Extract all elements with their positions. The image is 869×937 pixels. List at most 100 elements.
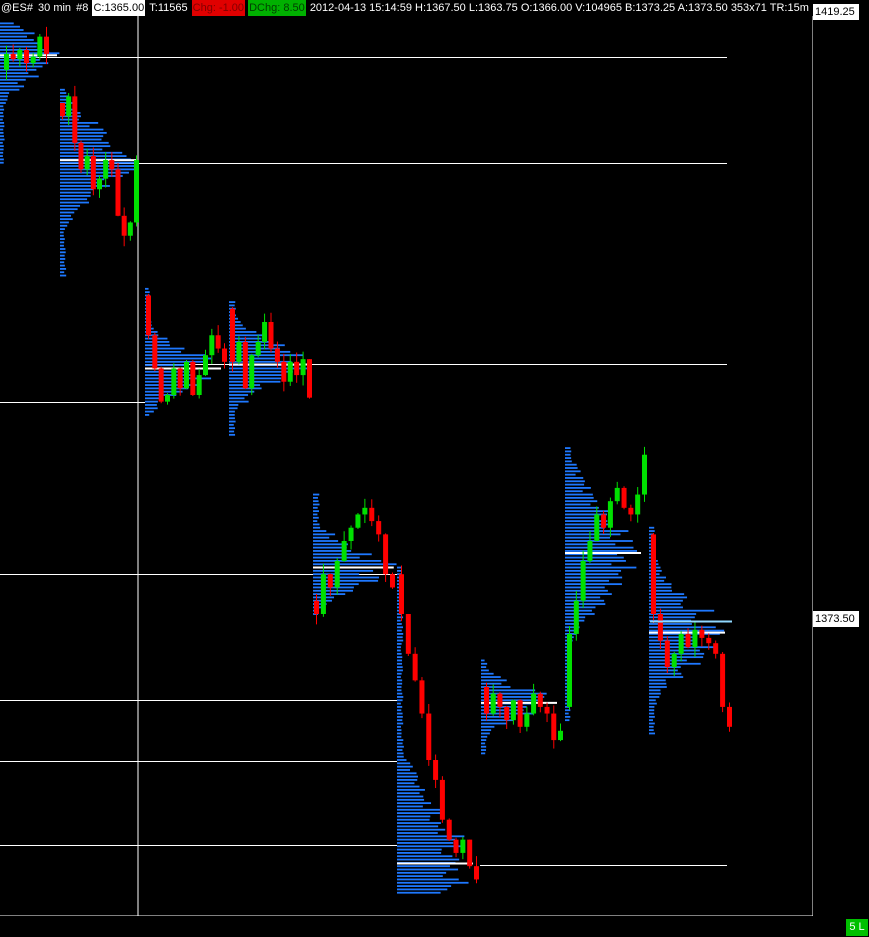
profile-bar xyxy=(397,855,453,858)
profile-bar xyxy=(313,513,318,516)
profile-bar xyxy=(60,161,135,164)
profile-bar xyxy=(397,666,403,668)
profile-bar xyxy=(229,404,239,406)
profile-bar xyxy=(397,742,403,745)
profile-bar xyxy=(565,603,606,605)
profile-bar xyxy=(313,506,318,509)
profile-bar xyxy=(397,623,402,625)
profile-bar xyxy=(60,231,64,234)
candle-body xyxy=(558,730,563,741)
profile-bar xyxy=(565,473,576,476)
candle-body xyxy=(713,643,719,654)
profile-bar xyxy=(397,822,441,824)
profile-bar xyxy=(313,603,327,605)
profile-bar xyxy=(649,699,656,702)
profile-bar xyxy=(145,370,190,373)
candle-body xyxy=(607,501,613,528)
candle-body xyxy=(537,693,543,707)
candle-body xyxy=(165,395,170,402)
profile-bar xyxy=(397,669,403,672)
price-chart[interactable]: 1352.001354.001356.001358.001360.001362.… xyxy=(0,0,813,916)
profile-bar xyxy=(145,400,158,403)
profile-bar xyxy=(397,835,465,838)
profile-bar xyxy=(397,566,402,569)
candle-body xyxy=(334,560,340,588)
profile-bar xyxy=(0,155,3,157)
profile-bar xyxy=(397,858,460,861)
chart-header: @ES# 30 min #8 C:1365.00 T:11565 Chg: -1… xyxy=(0,0,813,16)
candle-body xyxy=(177,368,183,389)
profile-bar xyxy=(0,68,37,71)
profile-bar xyxy=(397,788,425,791)
profile-bar xyxy=(0,141,3,144)
profile-bar xyxy=(397,868,459,871)
profile-bar xyxy=(649,636,694,639)
profile-bar xyxy=(313,589,353,592)
profile-bar xyxy=(481,679,507,682)
candle-body xyxy=(573,600,579,634)
profile-bar xyxy=(397,619,401,622)
profile-bar xyxy=(397,838,456,841)
candle-body xyxy=(158,368,164,402)
profile-bar xyxy=(397,759,407,761)
profile-bar xyxy=(565,463,577,466)
candle-body xyxy=(621,487,627,508)
profile-bar xyxy=(481,689,536,692)
profile-bar xyxy=(0,128,4,131)
candle-body xyxy=(678,633,684,654)
profile-bar xyxy=(313,579,379,582)
quote-info: 2012-04-13 15:14:59 H:1367.50 L:1363.75 … xyxy=(309,2,809,14)
profile-bar xyxy=(0,151,4,154)
profile-bar xyxy=(649,649,700,652)
profile-bar xyxy=(565,692,569,695)
candle-body xyxy=(504,706,510,721)
profile-bar xyxy=(313,586,354,589)
profile-bar xyxy=(313,520,318,522)
profile-bar xyxy=(145,410,154,413)
profile-bar xyxy=(397,891,441,894)
ticks-value: T:11565 xyxy=(149,2,188,14)
profile-bar xyxy=(229,360,292,363)
candle-body xyxy=(484,687,489,714)
profile-bar xyxy=(60,221,69,224)
profile-bar xyxy=(60,181,98,184)
profile-bar xyxy=(481,732,490,735)
profile-bar xyxy=(229,394,249,396)
profile-bar xyxy=(649,603,681,605)
profile-bar xyxy=(145,360,206,363)
candle-body xyxy=(567,633,572,707)
profile-bar xyxy=(649,722,655,725)
profile-bar xyxy=(565,483,585,486)
candle-body xyxy=(642,454,647,495)
profile-bar xyxy=(313,536,330,539)
profile-bar xyxy=(313,496,318,499)
candle-body xyxy=(651,534,656,614)
candle-body xyxy=(307,359,312,398)
profile-bar xyxy=(565,709,571,712)
profile-bar xyxy=(145,334,159,337)
profile-bar xyxy=(145,407,158,410)
profile-bar xyxy=(229,374,284,376)
profile-bar xyxy=(565,500,598,503)
profile-bar xyxy=(565,613,595,615)
profile-bar xyxy=(60,138,102,141)
profile-bar xyxy=(565,533,621,536)
profile-bar xyxy=(565,477,584,479)
profile-bar xyxy=(60,228,65,230)
profile-bar xyxy=(145,397,164,400)
profile-bar xyxy=(565,467,578,469)
profile-bar xyxy=(60,268,67,270)
profile-bar xyxy=(397,871,447,874)
profile-bar xyxy=(397,569,402,572)
profile-bar xyxy=(397,729,402,732)
profile-bar xyxy=(397,735,402,738)
profile-bar xyxy=(397,662,403,665)
profile-bar xyxy=(481,749,487,751)
candle-body xyxy=(720,653,726,707)
profile-bar xyxy=(565,503,591,506)
profile-bar xyxy=(60,254,65,257)
profile-bar xyxy=(229,433,236,436)
profile-bar xyxy=(145,357,212,360)
profile-bar xyxy=(649,732,656,735)
profile-bar xyxy=(229,347,280,350)
